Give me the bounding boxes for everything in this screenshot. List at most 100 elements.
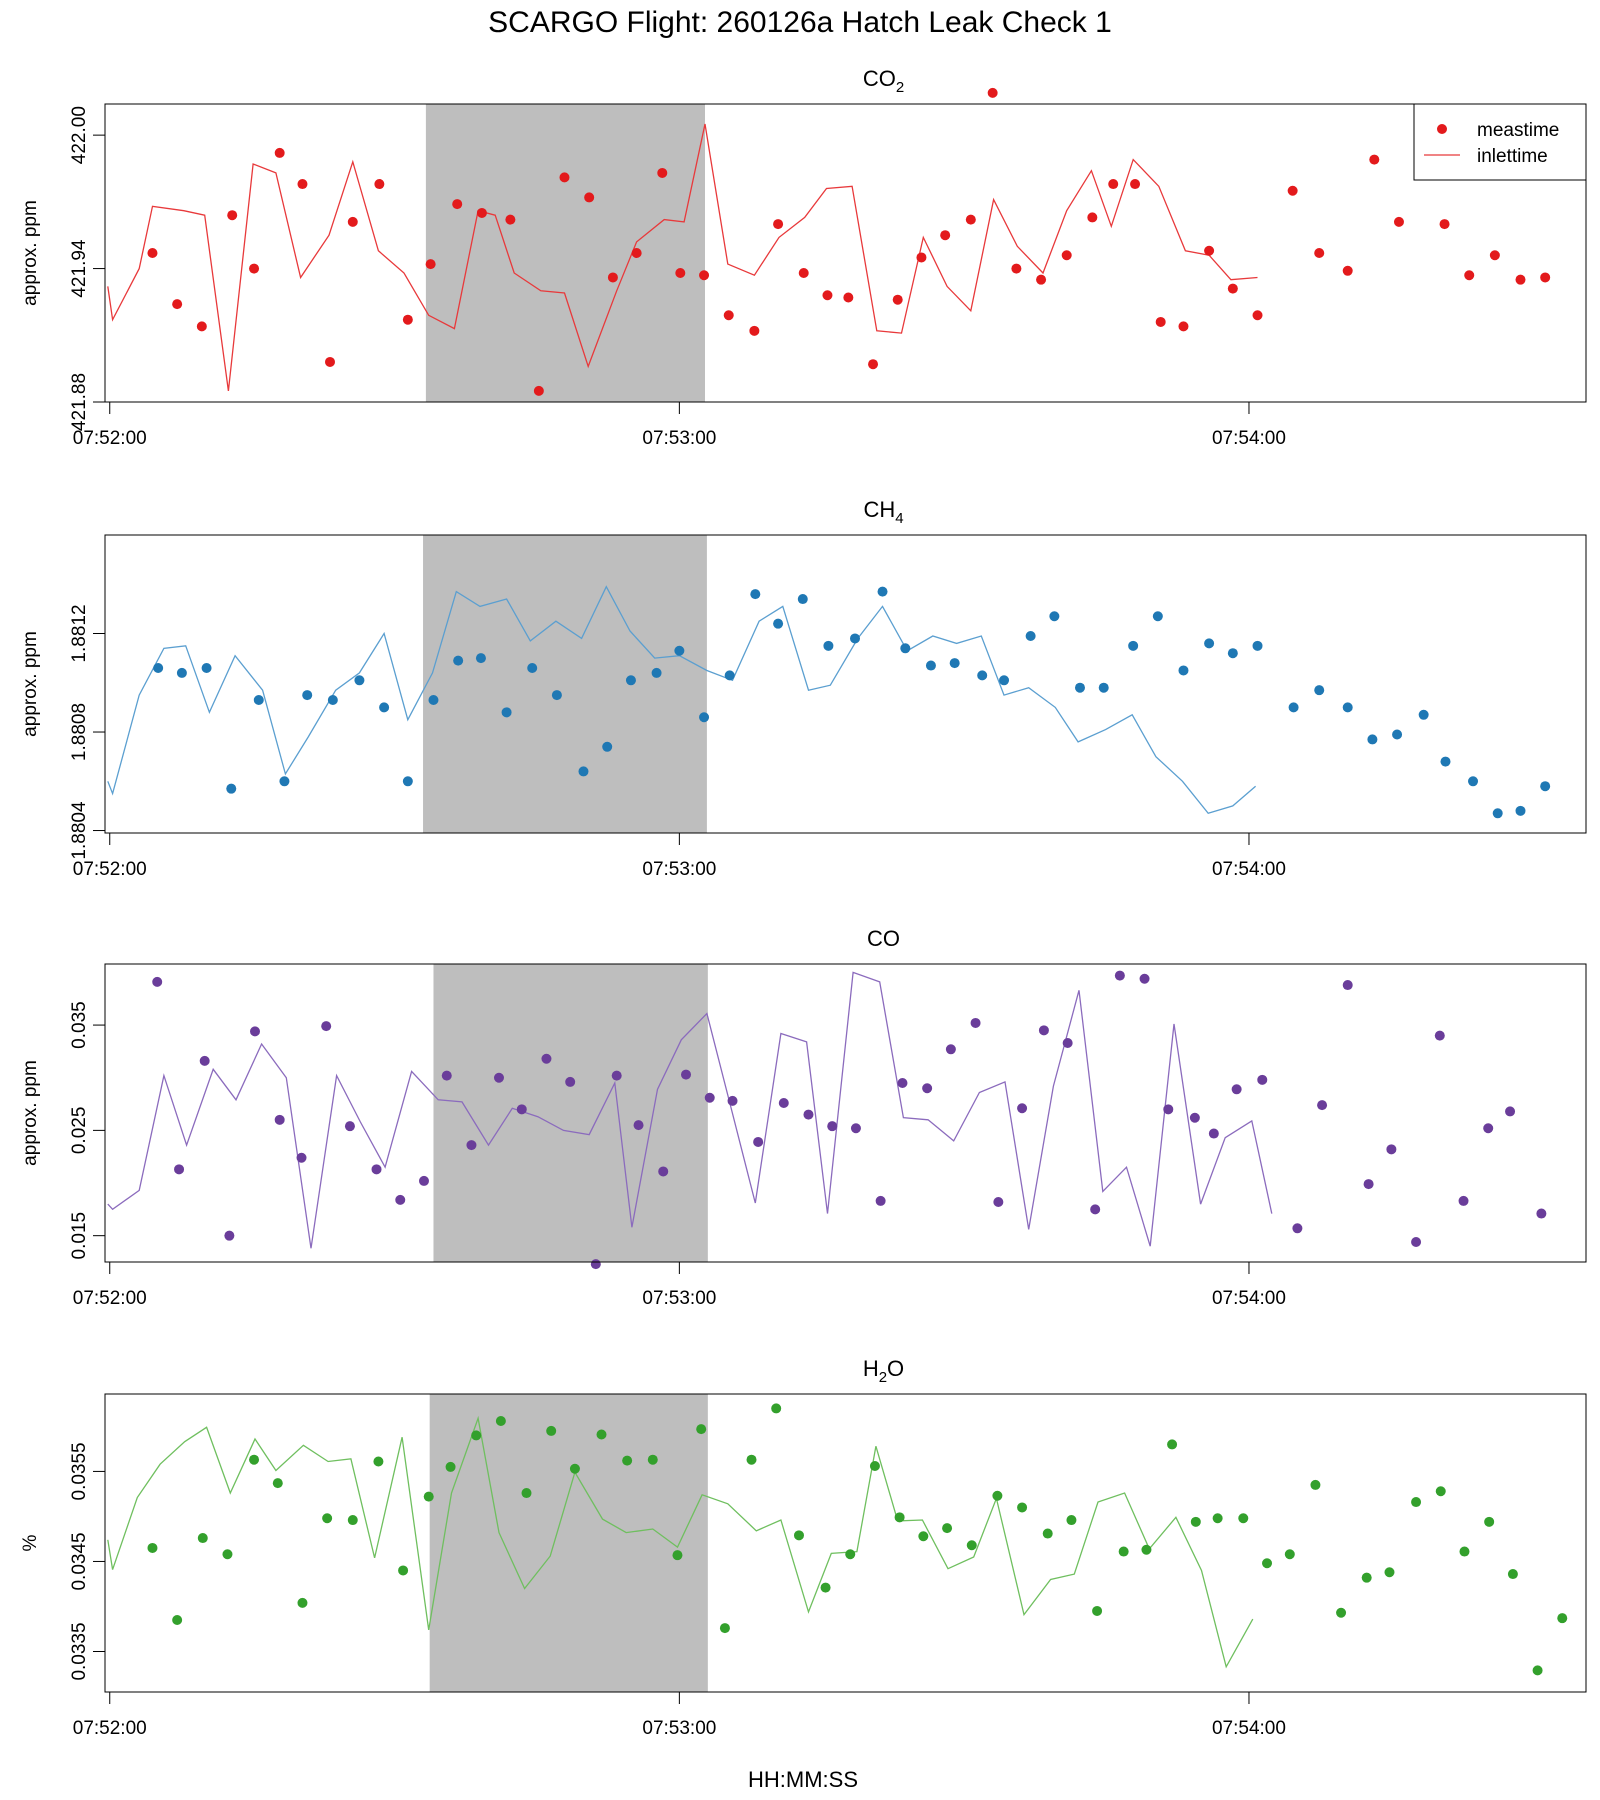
inlettime-line <box>107 585 1257 815</box>
meastime-point <box>875 1195 886 1206</box>
y-axis-label: approx. ppm <box>20 200 41 306</box>
meastime-point <box>823 640 834 651</box>
meastime-point <box>797 594 808 605</box>
meastime-point <box>1363 1179 1374 1190</box>
meastime-point <box>199 1055 210 1066</box>
panel-2: CH4 approx. ppm 1.8804 1.8808 1.8812 07:52:00… <box>20 497 1587 880</box>
panel-title-subscript: 2 <box>896 79 904 96</box>
meastime-point <box>1204 638 1215 649</box>
panel-title: CO2 <box>863 66 904 96</box>
meastime-point <box>1204 245 1215 256</box>
meastime-point <box>773 618 784 629</box>
meastime-point <box>344 1121 355 1132</box>
panel-title: H2O <box>863 1356 904 1386</box>
meastime-point <box>324 356 335 367</box>
meastime-point <box>224 1230 235 1241</box>
meastime-point <box>1114 970 1125 981</box>
y-tick-label: 1.8804 <box>69 801 90 860</box>
meastime-point <box>699 712 710 723</box>
meastime-point <box>541 1053 552 1064</box>
meastime-point <box>1017 1103 1028 1114</box>
meastime-point <box>845 1549 856 1560</box>
meastime-point <box>1314 248 1325 258</box>
legend-box <box>1413 103 1587 181</box>
meastime-point <box>569 1463 580 1474</box>
meastime-point <box>750 589 761 600</box>
meastime-point <box>1128 640 1139 651</box>
meastime-point <box>918 1531 929 1542</box>
highlight-band <box>429 1394 708 1692</box>
meastime-point <box>495 1416 506 1427</box>
x-tick-label: 07:52:00 <box>73 1718 147 1739</box>
meastime-point <box>1386 1144 1397 1155</box>
y-tick-label: 0.015 <box>69 1212 90 1260</box>
meastime-point <box>1011 263 1022 274</box>
legend-label-inlettime: inlettime <box>1477 146 1548 167</box>
meastime-point <box>803 1109 814 1120</box>
meastime-point <box>584 192 595 203</box>
meastime-point <box>253 695 264 706</box>
meastime-point <box>966 1540 977 1551</box>
meastime-point <box>398 1565 409 1576</box>
meastime-point <box>1231 1084 1242 1095</box>
meastime-point <box>1361 1572 1372 1583</box>
meastime-point <box>877 586 888 597</box>
meastime-point <box>274 147 285 158</box>
y-tick-label: 0.0345 <box>69 1532 90 1590</box>
meastime-point <box>1367 734 1378 745</box>
plot-frame <box>104 534 1587 834</box>
meastime-point <box>850 1123 861 1134</box>
meastime-point <box>501 707 512 718</box>
panel-title-main: H <box>863 1356 879 1381</box>
meastime-point <box>607 272 618 283</box>
meastime-point <box>453 655 464 666</box>
meastime-point <box>296 1152 307 1163</box>
meastime-point <box>475 653 486 664</box>
meastime-point <box>147 248 158 258</box>
meastime-point <box>279 776 290 787</box>
y-axis-label: approx. ppm <box>20 631 41 737</box>
x-tick-label: 07:52:00 <box>73 1288 147 1309</box>
meastime-point <box>849 633 860 644</box>
meastime-point <box>1492 808 1503 819</box>
meastime-point <box>1411 1236 1422 1247</box>
meastime-point <box>992 1490 1003 1501</box>
meastime-point <box>1557 1613 1568 1624</box>
meastime-point <box>719 1623 730 1634</box>
meastime-point <box>625 675 636 686</box>
meastime-point <box>201 662 212 673</box>
meastime-point <box>773 219 784 230</box>
y-tick-label: 0.025 <box>69 1107 90 1155</box>
meastime-point <box>297 179 308 190</box>
meastime-point <box>1130 179 1141 190</box>
meastime-point <box>1532 1665 1543 1676</box>
meastime-point <box>197 1533 208 1544</box>
meastime-point <box>418 1175 429 1186</box>
meastime-point <box>993 1196 1004 1207</box>
meastime-point <box>428 695 439 706</box>
meastime-point <box>1317 1100 1328 1111</box>
inlettime-line <box>107 971 1273 1249</box>
panel-title: CH4 <box>863 497 903 527</box>
meastime-point <box>602 741 613 752</box>
meastime-point <box>916 252 927 263</box>
meastime-point <box>1464 270 1475 281</box>
meastime-point <box>423 1491 434 1502</box>
meastime-point <box>1252 640 1263 651</box>
meastime-point <box>633 1120 644 1131</box>
panel-3: CO approx. ppm 0.015 0.025 0.035 07:52:00 07:5… <box>20 926 1587 1309</box>
meastime-point <box>696 1424 707 1435</box>
meastime-point <box>704 1092 715 1103</box>
meastime-point <box>1536 1208 1547 1219</box>
meastime-point <box>1155 316 1166 327</box>
panel-4: H2O% 0.0335 0.0345 0.0355 07:52:00 07:53:00 07… <box>20 1356 1587 1739</box>
meastime-point <box>402 776 413 787</box>
meastime-point <box>1066 1515 1077 1526</box>
meastime-point <box>1336 1607 1347 1618</box>
meastime-point <box>521 1488 532 1499</box>
meastime-point <box>724 670 735 681</box>
meastime-point <box>565 1076 576 1087</box>
plot-frame <box>104 1393 1587 1693</box>
y-tick-label: 421.94 <box>69 239 90 298</box>
